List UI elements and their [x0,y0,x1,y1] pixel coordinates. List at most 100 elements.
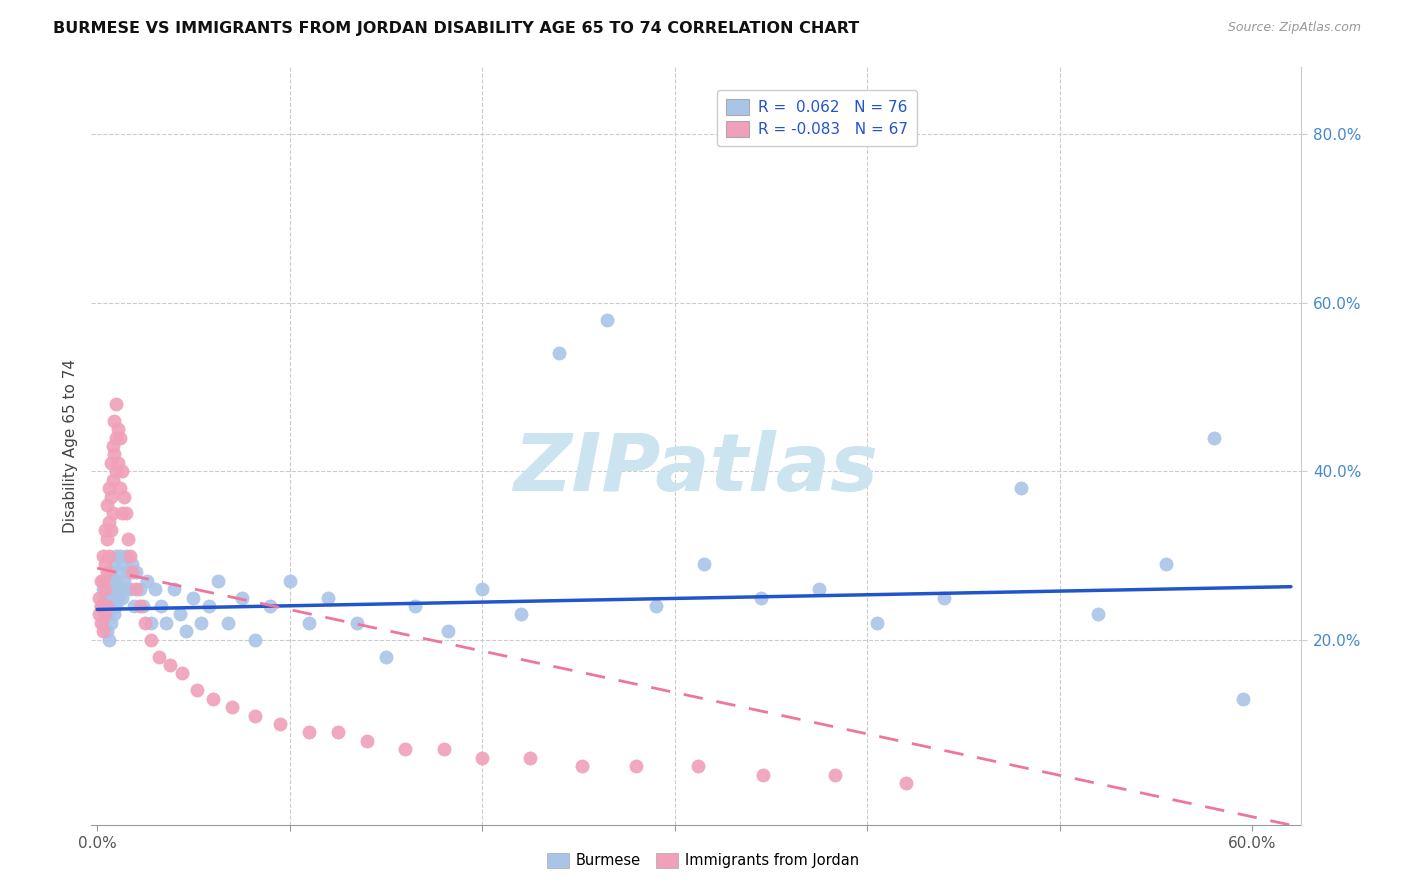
Legend: R =  0.062   N = 76, R = -0.083   N = 67: R = 0.062 N = 76, R = -0.083 N = 67 [717,90,917,146]
Point [686,759,709,773]
Point [298,725,321,739]
Point [107,422,129,436]
Point [1202,431,1225,445]
Point [118,582,141,597]
Point [105,397,128,411]
Point [97,607,120,622]
Point [91,615,114,630]
Point [110,431,132,445]
Point [752,767,775,781]
Point [198,599,221,613]
Point [692,557,714,571]
Point [111,557,134,571]
Point [103,414,125,428]
Point [105,599,128,613]
Point [394,742,416,756]
Point [207,574,229,588]
Point [148,649,170,664]
Point [96,599,118,613]
Point [103,582,125,597]
Point [132,599,155,613]
Point [101,507,124,521]
Point [96,498,118,512]
Point [117,532,139,546]
Point [94,523,117,537]
Point [471,582,494,597]
Point [111,591,134,605]
Point [128,599,150,613]
Point [201,691,224,706]
Point [571,759,593,773]
Point [134,615,156,630]
Point [433,742,456,756]
Point [1154,557,1177,571]
Point [91,549,114,563]
Point [221,700,243,714]
Point [316,591,339,605]
Point [87,607,110,622]
Point [101,439,124,453]
Point [231,591,253,605]
Point [1087,607,1109,622]
Point [97,481,120,495]
Point [934,591,956,605]
Point [436,624,458,639]
Point [110,481,132,495]
Point [121,566,143,580]
Point [91,582,114,597]
Point [894,776,917,790]
Point [112,574,135,588]
Point [107,456,129,470]
Point [90,615,112,630]
Point [121,557,143,571]
Point [112,490,135,504]
Point [91,624,114,639]
Point [97,515,120,529]
Point [94,557,117,571]
Point [97,582,120,597]
Text: ZIPatlas: ZIPatlas [513,430,879,508]
Point [124,582,146,597]
Point [509,607,531,622]
Point [808,582,831,597]
Point [217,615,239,630]
Point [100,566,122,580]
Point [87,591,110,605]
Point [866,615,889,630]
Text: Source: ZipAtlas.com: Source: ZipAtlas.com [1227,21,1361,35]
Point [626,759,648,773]
Point [326,725,349,739]
Point [94,607,117,622]
Point [170,666,193,681]
Point [751,591,773,605]
Point [91,599,114,613]
Point [101,574,124,588]
Point [96,574,118,588]
Point [94,607,117,622]
Point [375,649,398,664]
Point [96,566,118,580]
Point [107,591,129,605]
Point [90,599,112,613]
Point [243,708,266,723]
Point [101,473,124,487]
Point [356,734,378,748]
Point [90,574,112,588]
Point [243,632,266,647]
Point [94,591,117,605]
Point [824,767,846,781]
Point [259,599,281,613]
Point [107,566,129,580]
Point [519,750,541,764]
Point [404,599,426,613]
Point [117,566,139,580]
Point [128,582,150,597]
Point [100,591,122,605]
Point [100,490,122,504]
Point [163,582,186,597]
Point [278,574,301,588]
Point [91,574,114,588]
Point [97,632,120,647]
Point [100,615,122,630]
Point [100,456,122,470]
